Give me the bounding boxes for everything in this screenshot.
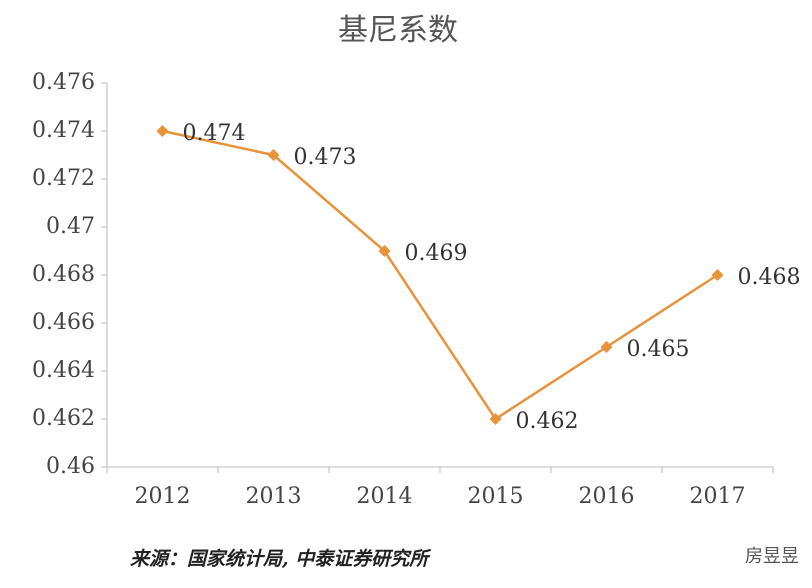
data-label: 0.465 (627, 337, 690, 362)
x-tick-label: 2016 (579, 484, 635, 509)
point-marker (489, 413, 502, 425)
y-tick-label: 0.468 (32, 262, 95, 287)
point-marker (600, 341, 613, 353)
x-tick-label: 2012 (135, 484, 191, 509)
x-tick-label: 2017 (690, 484, 746, 509)
y-tick-label: 0.466 (32, 310, 95, 335)
x-tick-label: 2015 (468, 484, 524, 509)
data-label: 0.468 (738, 265, 801, 290)
data-label: 0.473 (294, 145, 357, 170)
point-marker (378, 245, 391, 257)
x-tick-label: 2014 (357, 484, 413, 509)
y-tick-label: 0.46 (46, 454, 95, 479)
chart-title: 基尼系数 (338, 13, 458, 48)
y-tick-label: 0.476 (32, 70, 95, 95)
x-tick-label: 2013 (246, 484, 302, 509)
source-note: 来源：国家统计局, 中泰证券研究所 (130, 548, 431, 570)
point-marker (711, 269, 724, 281)
point-marker (156, 125, 169, 137)
y-tick-label: 0.462 (32, 406, 95, 431)
y-tick-label: 0.464 (32, 358, 95, 383)
data-label: 0.462 (516, 409, 579, 434)
data-label: 0.469 (405, 241, 468, 266)
line (162, 129, 719, 421)
y-tick-label: 0.474 (32, 118, 95, 143)
y-tick-label: 0.47 (46, 214, 95, 239)
data-label: 0.474 (183, 121, 246, 146)
watermark: 房昱昱 (745, 546, 799, 567)
point-marker (267, 149, 280, 161)
y-tick-label: 0.472 (32, 166, 95, 191)
